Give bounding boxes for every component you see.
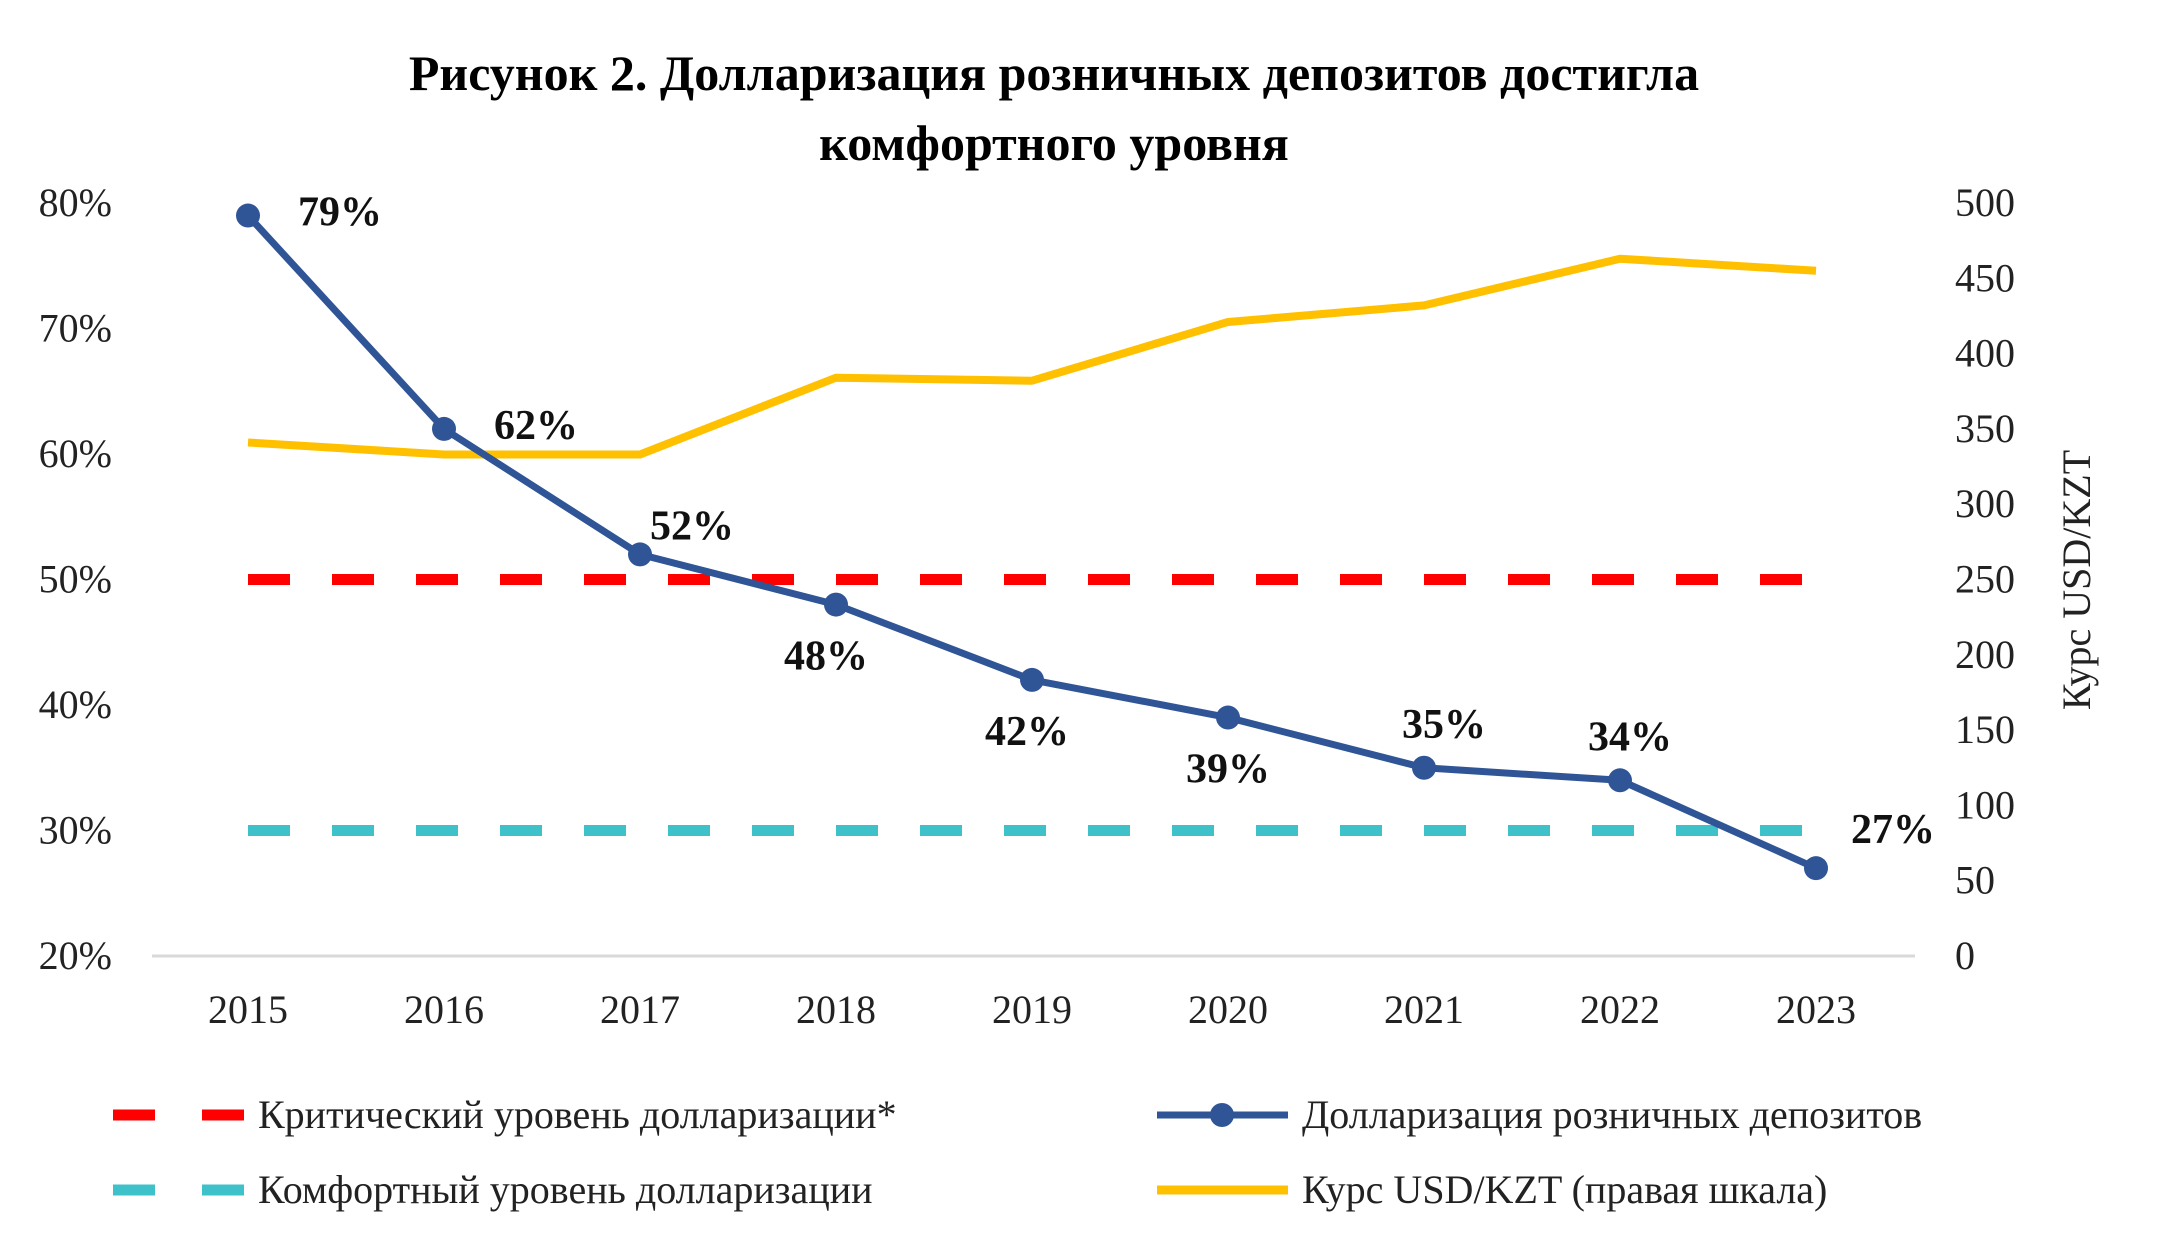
right-axis-tick: 50 bbox=[1955, 858, 1995, 903]
data-label: 79% bbox=[298, 190, 382, 236]
dollarization-point bbox=[236, 203, 260, 228]
x-axis-tick: 2018 bbox=[796, 987, 876, 1032]
dollarization-point bbox=[1020, 667, 1044, 692]
legend-label: Долларизация розничных депозитов bbox=[1302, 1092, 1922, 1137]
right-axis-tick: 200 bbox=[1955, 632, 2015, 677]
right-axis-tick: 450 bbox=[1955, 255, 2015, 300]
right-axis-tick: 0 bbox=[1955, 933, 1975, 978]
dollarization-point bbox=[824, 592, 848, 617]
left-axis-tick: 80% bbox=[39, 180, 112, 225]
right-axis-tick: 300 bbox=[1955, 481, 2015, 526]
data-label: 42% bbox=[985, 709, 1069, 755]
x-axis-tick: 2022 bbox=[1580, 987, 1660, 1032]
x-axis-tick: 2017 bbox=[600, 987, 680, 1032]
data-label: 52% bbox=[650, 503, 734, 549]
dollarization-point bbox=[628, 542, 652, 567]
data-label: 27% bbox=[1851, 807, 1935, 853]
data-label: 35% bbox=[1402, 702, 1486, 748]
dollarization-point bbox=[1804, 856, 1828, 881]
left-axis-tick: 20% bbox=[39, 933, 112, 978]
right-axis-tick: 100 bbox=[1955, 782, 2015, 827]
x-axis-tick: 2016 bbox=[404, 987, 484, 1032]
dollarization-point bbox=[1216, 705, 1240, 730]
data-label: 62% bbox=[494, 403, 578, 449]
usd-kzt-line bbox=[247, 254, 1817, 459]
right-axis-tick: 350 bbox=[1955, 406, 2015, 451]
right-axis-label: Курс USD/KZT bbox=[2054, 450, 2099, 710]
right-axis-tick: 500 bbox=[1955, 180, 2015, 225]
chart-title-line-1: Рисунок 2. Долларизация розничных депози… bbox=[409, 45, 1699, 101]
data-label: 48% bbox=[784, 634, 868, 680]
data-label: 39% bbox=[1186, 747, 1270, 793]
x-axis-tick: 2015 bbox=[208, 987, 288, 1032]
x-axis-tick: 2020 bbox=[1188, 987, 1268, 1032]
right-axis-tick: 400 bbox=[1955, 331, 2015, 376]
x-axis-tick: 2021 bbox=[1384, 987, 1464, 1032]
right-axis-tick: 150 bbox=[1955, 707, 2015, 752]
x-axis-tick: 2019 bbox=[992, 987, 1072, 1032]
dollarization-point bbox=[432, 416, 456, 441]
left-axis-tick: 60% bbox=[39, 431, 112, 476]
left-axis-tick: 70% bbox=[39, 306, 112, 351]
legend-label: Комфортный уровень долларизации bbox=[258, 1167, 873, 1212]
data-label: 34% bbox=[1588, 714, 1672, 760]
dollarization-line bbox=[245, 213, 1818, 872]
legend-label: Критический уровень долларизации* bbox=[258, 1092, 897, 1137]
left-axis-tick: 40% bbox=[39, 682, 112, 727]
chart-title-line-2: комфортного уровня bbox=[819, 115, 1289, 171]
legend-marker bbox=[1210, 1103, 1234, 1127]
x-axis-tick: 2023 bbox=[1776, 987, 1856, 1032]
left-axis-tick: 50% bbox=[39, 557, 112, 602]
right-axis-tick: 250 bbox=[1955, 557, 2015, 602]
dollarization-point bbox=[1412, 755, 1436, 780]
dollarization-point bbox=[1608, 768, 1632, 793]
legend-label: Курс USD/KZT (правая шкала) bbox=[1302, 1167, 1827, 1212]
left-axis-tick: 30% bbox=[39, 808, 112, 853]
